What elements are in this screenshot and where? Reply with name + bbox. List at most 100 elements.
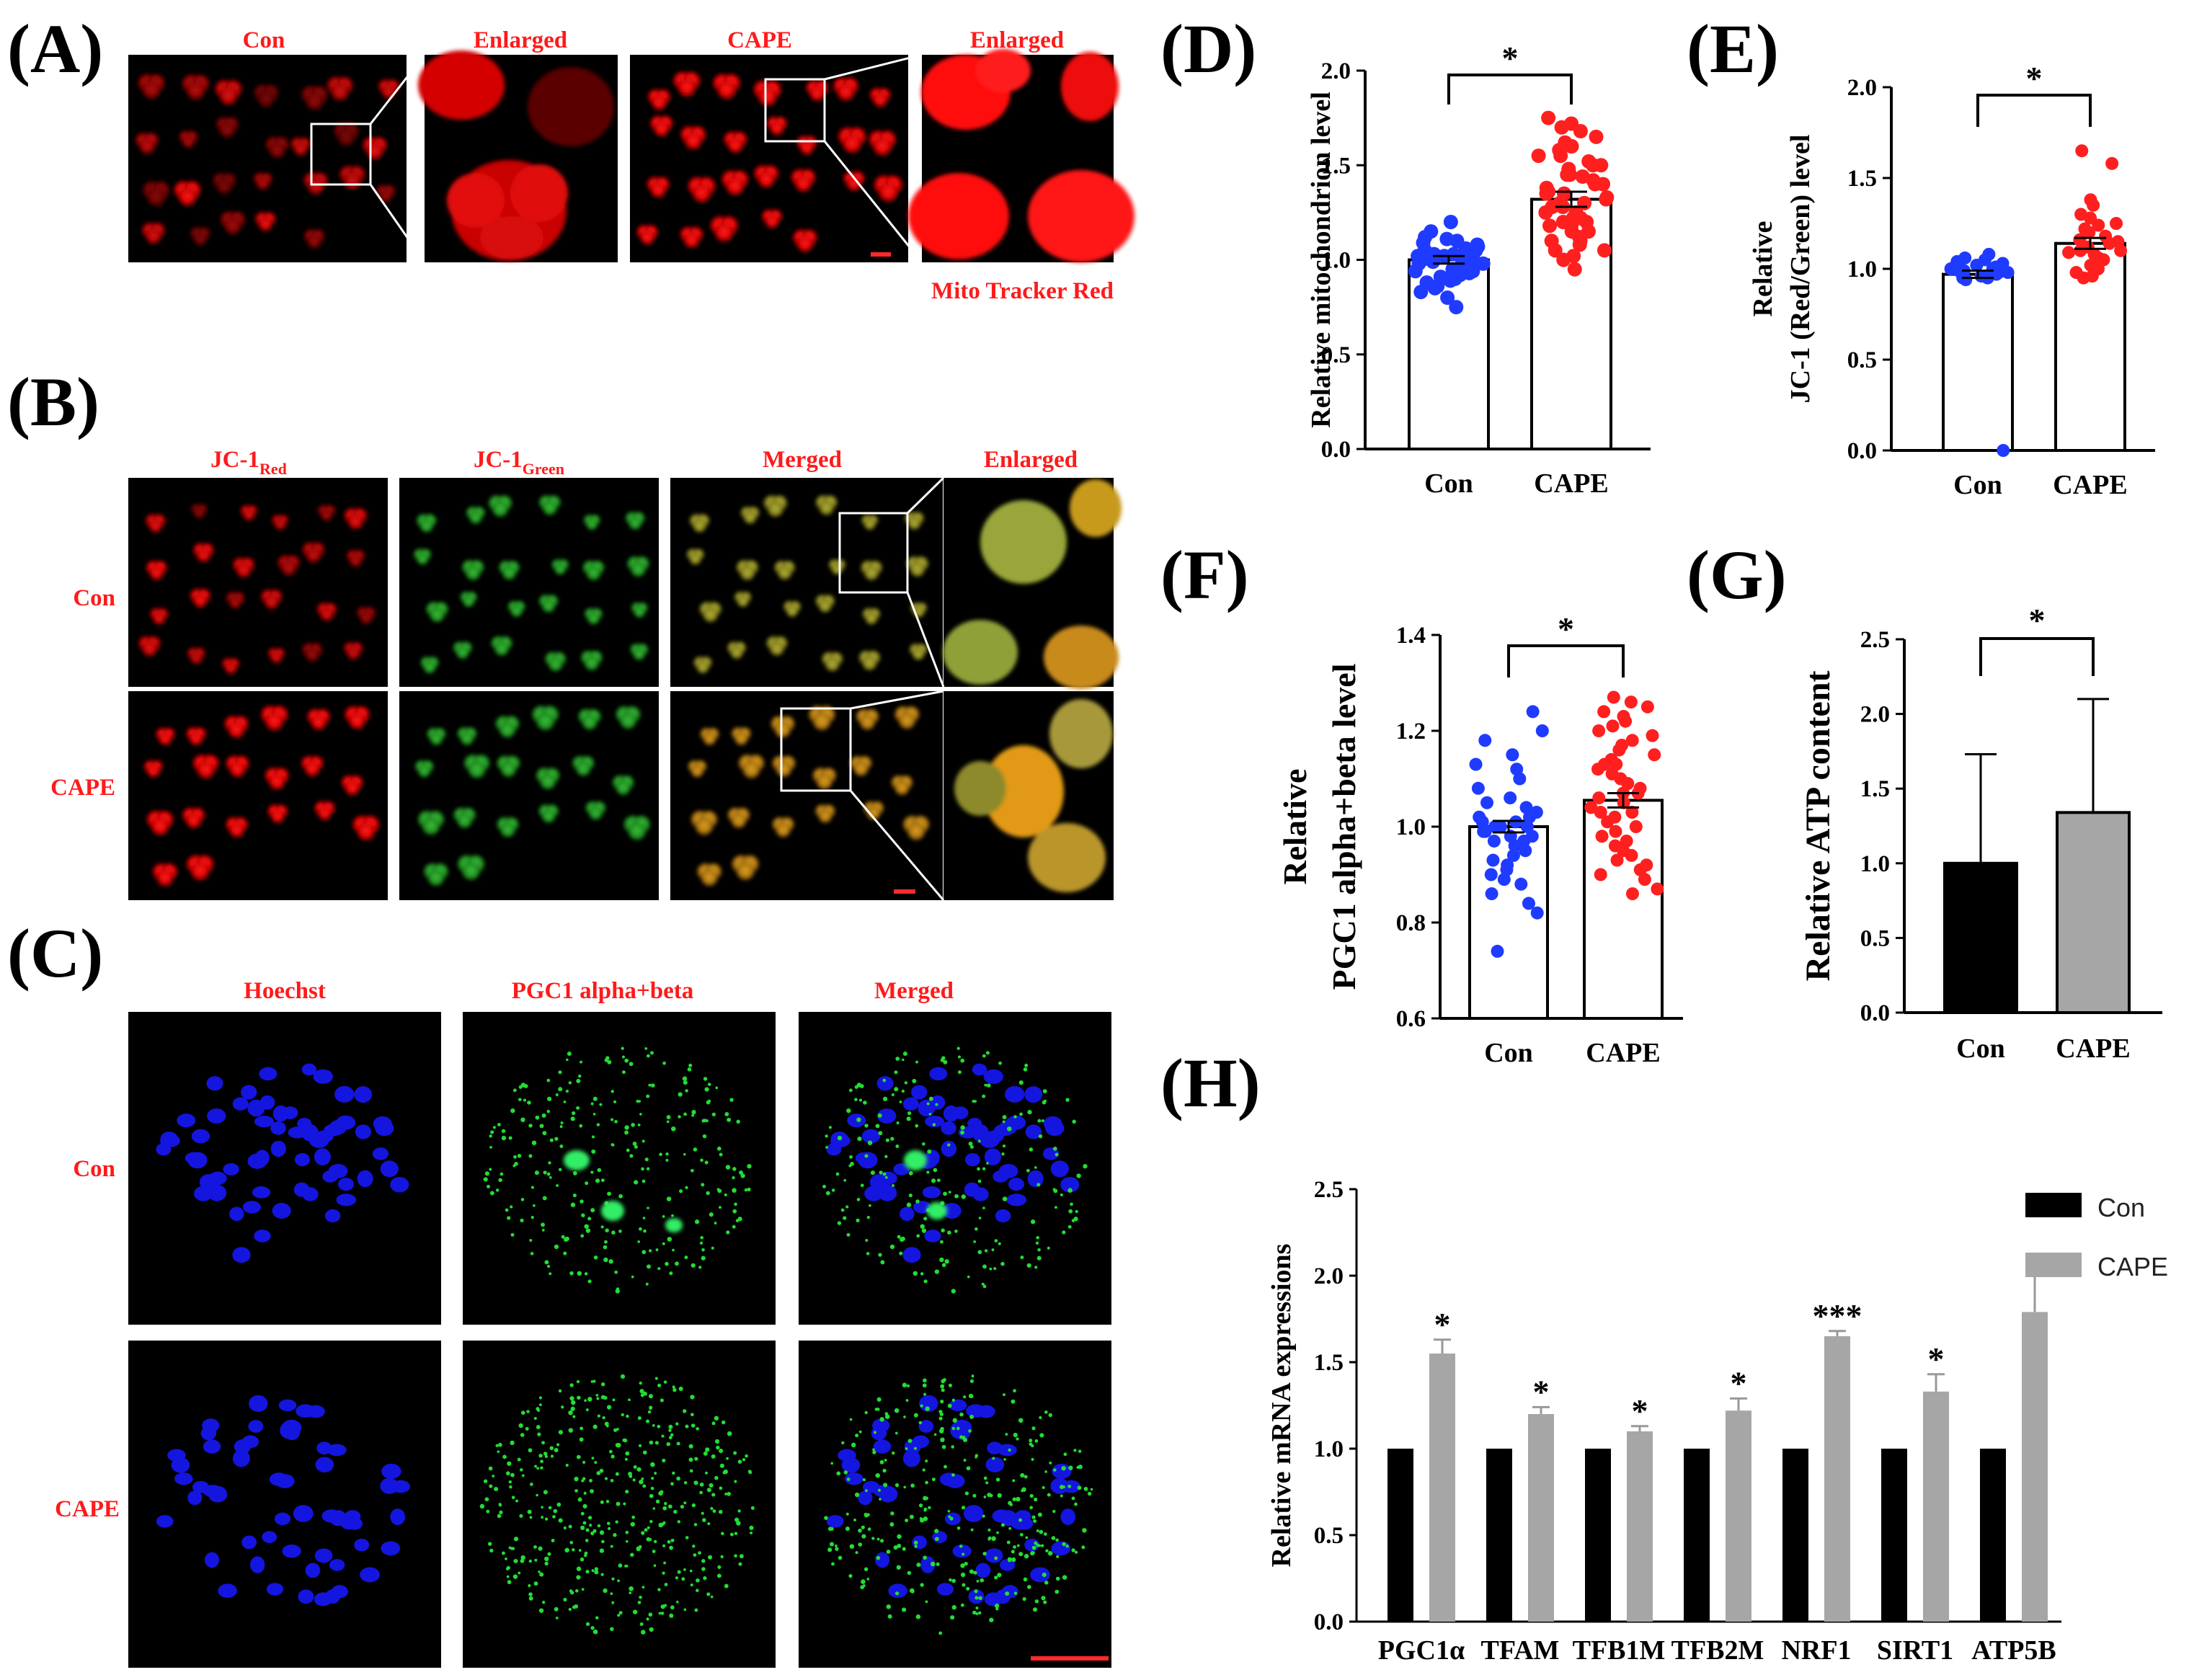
- x-category-label: Con: [1953, 470, 2002, 500]
- nucleus: [259, 1095, 275, 1110]
- embryo: [345, 706, 370, 729]
- data-point-con: [1484, 868, 1498, 881]
- pgc1-puncta: [989, 1617, 994, 1622]
- pgc1-puncta: [935, 1103, 938, 1106]
- pgc1-puncta: [597, 1168, 602, 1173]
- pgc1-puncta: [665, 1261, 669, 1266]
- pgc1-puncta: [714, 1222, 717, 1225]
- pgc1-puncta: [734, 1517, 740, 1522]
- pgc1-puncta: [853, 1519, 856, 1521]
- y-axis-label: Relative mRNA expressions: [1266, 1244, 1297, 1568]
- x-category-label: TFB1M: [1573, 1635, 1666, 1666]
- pgc1-puncta: [684, 1255, 688, 1260]
- nucleus: [373, 1116, 392, 1132]
- embryo: [585, 801, 606, 820]
- nucleus: [864, 1186, 884, 1201]
- embryo: [812, 768, 837, 790]
- embryo: [767, 116, 787, 135]
- pgc1-puncta: [712, 1509, 716, 1514]
- nucleus: [998, 1163, 1018, 1178]
- pgc1-puncta: [568, 1410, 573, 1415]
- pgc1-puncta: [528, 1124, 533, 1128]
- pgc1-puncta: [641, 1531, 645, 1535]
- pgc1-puncta: [610, 1627, 614, 1632]
- pgc1-puncta: [994, 1603, 1000, 1609]
- pgc1-puncta: [512, 1088, 517, 1093]
- pgc1-puncta: [926, 1102, 930, 1106]
- pgc1-puncta: [729, 1098, 734, 1102]
- pgc1-puncta: [923, 1508, 927, 1512]
- pgc1-puncta: [505, 1208, 509, 1212]
- embryo-cell: [542, 501, 557, 516]
- pgc1-puncta: [1013, 1389, 1016, 1393]
- nucleus: [242, 1201, 261, 1214]
- bar-con: [1468, 825, 1549, 1020]
- nucleus: [270, 1121, 286, 1135]
- pgc1-puncta: [520, 1083, 526, 1088]
- pgc1-puncta: [574, 1476, 579, 1482]
- data-point-cape: [1625, 848, 1638, 862]
- pgc1-puncta: [534, 1558, 538, 1562]
- pgc1-puncta: [897, 1534, 902, 1539]
- pgc1-puncta: [1019, 1112, 1023, 1116]
- nucleus: [232, 1449, 250, 1467]
- pgc1-puncta: [621, 1070, 626, 1075]
- pgc1-puncta: [600, 1225, 604, 1229]
- pgc1-puncta: [1082, 1528, 1087, 1533]
- pgc1-puncta: [705, 1119, 709, 1123]
- nucleus: [354, 1086, 373, 1103]
- pgc1-puncta: [535, 1115, 540, 1120]
- nucleus: [345, 1517, 363, 1530]
- pgc1-puncta: [870, 1170, 875, 1175]
- pgc1-puncta: [646, 1094, 650, 1098]
- pgc1-puncta: [702, 1518, 706, 1522]
- bar-cape: [2056, 811, 2131, 1015]
- data-point-con: [1469, 757, 1483, 771]
- pgc1-puncta: [518, 1098, 522, 1101]
- pgc1-puncta: [555, 1093, 559, 1097]
- pgc1-puncta: [974, 1454, 979, 1458]
- pgc1-puncta: [900, 1237, 905, 1242]
- embryo-cell: [586, 566, 601, 581]
- pgc1-puncta: [825, 1134, 828, 1138]
- pgc1-puncta: [546, 1109, 551, 1114]
- pgc1-puncta: [709, 1483, 714, 1488]
- pgc1-puncta: [501, 1129, 506, 1134]
- pgc1-puncta: [878, 1131, 883, 1136]
- pgc1-puncta: [736, 1119, 740, 1124]
- pgc1-puncta: [639, 1227, 642, 1231]
- data-point-con: [1519, 844, 1532, 858]
- pgc1-puncta: [599, 1530, 605, 1535]
- embryo-cell: [187, 81, 205, 100]
- pgc1-puncta: [719, 1152, 723, 1157]
- pgc1-puncta: [1060, 1485, 1065, 1490]
- embryo: [141, 222, 165, 244]
- pgc1-puncta: [580, 1525, 585, 1531]
- data-point-con: [1997, 444, 2010, 457]
- pgc1-puncta: [948, 1191, 951, 1194]
- pgc1-puncta: [1065, 1545, 1069, 1548]
- pgc1-puncta: [700, 1235, 704, 1240]
- pgc1-puncta: [566, 1058, 569, 1062]
- pgc1-puncta: [662, 1214, 665, 1218]
- pgc1-puncta: [905, 1399, 909, 1402]
- nucleus: [331, 1585, 349, 1599]
- embryo: [327, 76, 353, 101]
- pgc1-puncta: [638, 1444, 642, 1448]
- embryo: [301, 86, 328, 110]
- pgc1-puncta: [513, 1558, 518, 1564]
- nucleus: [902, 1097, 919, 1111]
- embryo-cell: [349, 712, 365, 729]
- embryo-cell: [308, 178, 324, 195]
- y-tick-label: 0.0: [1847, 438, 1877, 464]
- nucleus: [1006, 1115, 1026, 1130]
- pgc1-puncta: [617, 1579, 620, 1583]
- nucleus: [925, 1115, 944, 1128]
- nucleus: [952, 1544, 972, 1558]
- panel-a-label-enlarged-2: Enlarged: [970, 27, 1064, 53]
- pgc1-puncta: [618, 1194, 623, 1199]
- pgc1-puncta: [915, 1614, 921, 1619]
- pgc1-puncta: [884, 1175, 888, 1179]
- bar-con: [1486, 1449, 1512, 1622]
